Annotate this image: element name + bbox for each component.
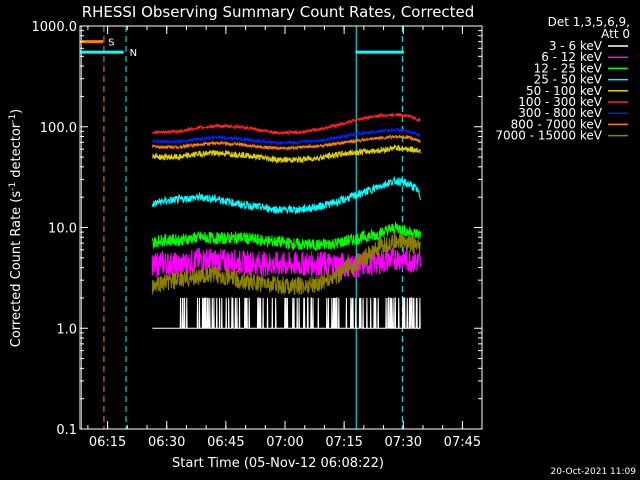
y-axis-label-sup1: -1 bbox=[8, 182, 18, 191]
y-axis-label-end: ) bbox=[9, 109, 24, 114]
data-series bbox=[151, 112, 421, 329]
legend-entry-label: 300 - 800 keV bbox=[518, 106, 602, 120]
y-tick-label: 1000.0 bbox=[32, 20, 78, 35]
y-tick-label: 1.0 bbox=[56, 322, 77, 337]
y-axis-label-main: Corrected Count Rate (s bbox=[9, 191, 24, 348]
y-tick-label: 100.0 bbox=[40, 121, 77, 136]
x-tick-label: 07:30 bbox=[385, 435, 422, 450]
legend-entry-label: 7000 - 15000 keV bbox=[495, 129, 602, 143]
series-line bbox=[151, 134, 421, 152]
series-line bbox=[152, 297, 421, 329]
series-line bbox=[151, 231, 421, 296]
x-tick-label: 07:15 bbox=[325, 435, 362, 450]
y-axis-label-sup2: -1 bbox=[8, 114, 18, 123]
y-axis-label: Corrected Count Rate (s-1 detector-1) bbox=[8, 109, 24, 347]
series-line bbox=[151, 112, 421, 136]
series-line bbox=[152, 144, 421, 165]
y-axis: 0.1 1.0 10.0 100.0 1000.0 bbox=[32, 20, 482, 438]
series-line bbox=[151, 127, 421, 146]
x-tick-label: 07:45 bbox=[444, 435, 481, 450]
series-line bbox=[151, 221, 421, 252]
x-tick-label: 06:45 bbox=[207, 435, 244, 450]
legend-entry-label: 100 - 300 keV bbox=[518, 95, 602, 109]
chart-title: RHESSI Observing Summary Count Rates, Co… bbox=[82, 3, 475, 21]
series-line bbox=[151, 246, 421, 278]
legend-entry-label: 6 - 12 keV bbox=[541, 50, 603, 64]
legend-entry-label: 3 - 6 keV bbox=[549, 39, 603, 53]
timestamp: 20-Oct-2021 11:09 bbox=[551, 467, 637, 477]
x-tick-label: 06:15 bbox=[89, 435, 126, 450]
legend-entry-label: 50 - 100 keV bbox=[526, 84, 603, 98]
series-line bbox=[151, 175, 421, 215]
legend-header-attenuator: Att 0 bbox=[601, 27, 630, 41]
x-axis-label: Start Time (05-Nov-12 06:08:22) bbox=[172, 456, 384, 471]
saa-label: S bbox=[108, 38, 114, 49]
y-tick-label: 10.0 bbox=[48, 222, 77, 237]
x-tick-label: 07:00 bbox=[266, 435, 303, 450]
legend-entry-label: 25 - 50 keV bbox=[534, 73, 603, 87]
legend-header-detectors: Det 1,3,5,6,9, bbox=[548, 15, 630, 29]
night-label: N bbox=[130, 48, 137, 59]
y-tick-label: 0.1 bbox=[56, 423, 77, 438]
legend-entry-label: 12 - 25 keV bbox=[534, 61, 603, 75]
legend-entry-label: 800 - 7000 keV bbox=[511, 117, 603, 131]
x-axis: 06:15 06:30 06:45 07:00 07:15 07:30 07:45 bbox=[87, 26, 481, 450]
y-axis-label-tail: detector bbox=[9, 122, 24, 182]
x-tick-label: 06:30 bbox=[148, 435, 185, 450]
